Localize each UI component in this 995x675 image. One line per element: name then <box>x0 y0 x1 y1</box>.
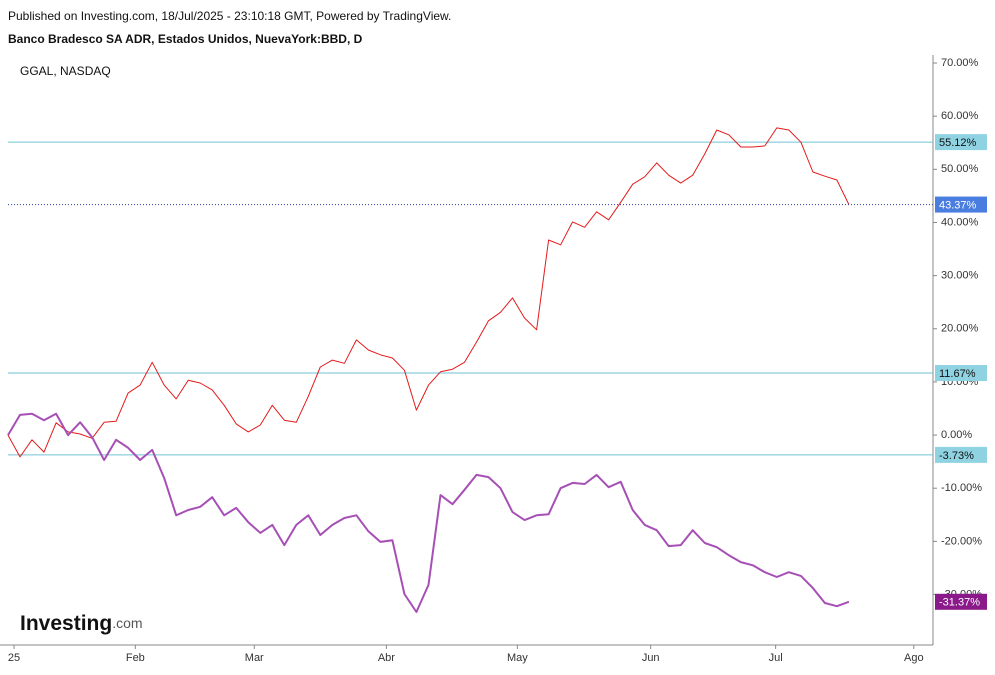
reference-label-box <box>935 365 987 382</box>
reference-label: -3.73% <box>939 450 974 462</box>
reference-label: 55.12% <box>939 137 977 149</box>
logo: Investing.com <box>20 612 143 635</box>
series-line <box>7 127 850 458</box>
y-tick-label: 70.00% <box>941 57 979 69</box>
title: Banco Bradesco SA ADR, Estados Unidos, N… <box>8 32 363 46</box>
y-tick-label: -10.00% <box>941 482 982 494</box>
last-value-label-box <box>935 593 987 610</box>
y-tick-label: 50.00% <box>941 163 979 175</box>
logo-suffix: .com <box>112 615 142 631</box>
x-tick-label: Ago <box>904 652 924 664</box>
y-tick-label: 30.00% <box>941 270 979 282</box>
x-tick-label: Abr <box>378 652 395 664</box>
reference-label-box <box>935 134 987 151</box>
x-tick-label: Jun <box>642 652 660 664</box>
x-tick-label: Jul <box>769 652 783 664</box>
y-tick-label: 40.00% <box>941 216 979 228</box>
compare-legend: GGAL, NASDAQ <box>20 64 111 78</box>
reference-label-box <box>935 446 987 463</box>
x-tick-label: 25 <box>8 652 20 664</box>
x-tick-label: Feb <box>126 652 145 664</box>
y-tick-label: 60.00% <box>941 110 979 122</box>
x-tick-label: Mar <box>245 652 264 664</box>
series-line <box>7 412 850 613</box>
last-value-label-box <box>935 196 987 213</box>
last-value-label: -31.37% <box>939 597 980 609</box>
y-tick-label: 0.00% <box>941 429 972 441</box>
logo-text: Investing <box>20 612 112 635</box>
x-tick-label: May <box>507 652 528 664</box>
reference-label: 11.67% <box>939 368 976 380</box>
y-tick-label: -20.00% <box>941 535 982 547</box>
y-tick-label: 20.00% <box>941 323 979 335</box>
last-value-label: 43.37% <box>939 199 977 211</box>
published: Published on Investing.com, 18/Jul/2025 … <box>8 9 451 23</box>
